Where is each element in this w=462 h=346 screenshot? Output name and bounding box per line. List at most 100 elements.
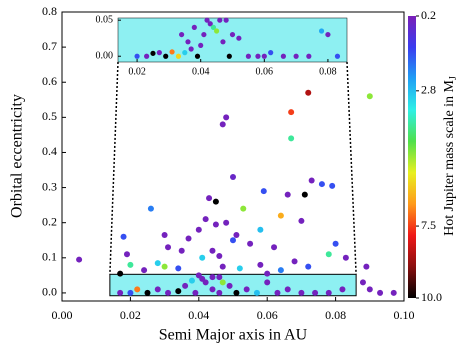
point xyxy=(163,53,169,59)
point xyxy=(219,263,226,270)
point xyxy=(291,258,298,265)
point xyxy=(325,31,331,38)
y-tick-label: 0.6 xyxy=(42,74,57,88)
y-tick-label: 0.4 xyxy=(42,144,57,158)
point xyxy=(219,121,226,128)
colorbar-label: Hot Jupiter mass scale in MJ xyxy=(442,76,459,236)
point xyxy=(236,35,242,41)
point xyxy=(199,275,206,282)
point xyxy=(216,253,223,260)
point xyxy=(182,50,188,56)
point xyxy=(306,53,312,59)
point xyxy=(206,195,213,202)
point xyxy=(325,289,332,296)
y-tick-label: 0.2 xyxy=(42,214,57,228)
point xyxy=(209,247,216,254)
point xyxy=(288,109,295,116)
point xyxy=(230,174,236,181)
point xyxy=(277,267,284,274)
point xyxy=(260,188,267,195)
point xyxy=(301,191,308,198)
point xyxy=(245,53,252,59)
point xyxy=(154,260,161,267)
x-tick-label: 0.04 xyxy=(192,66,210,77)
point xyxy=(212,198,219,205)
point xyxy=(175,265,182,272)
point xyxy=(178,247,185,254)
point xyxy=(188,46,194,52)
point xyxy=(182,282,189,289)
point xyxy=(127,289,134,296)
point xyxy=(179,31,185,38)
point xyxy=(240,205,247,212)
point xyxy=(198,42,204,49)
y-tick-label: 0.8 xyxy=(42,4,57,18)
point xyxy=(274,289,281,296)
point xyxy=(117,270,124,277)
point xyxy=(212,221,219,228)
point xyxy=(312,289,319,296)
x-tick-label: 0.02 xyxy=(120,308,141,322)
point xyxy=(247,240,254,247)
zoom-connector xyxy=(109,61,119,275)
point xyxy=(236,265,243,272)
point xyxy=(325,251,332,258)
point xyxy=(318,28,325,34)
point xyxy=(219,279,226,286)
y-tick-label: 0.5 xyxy=(42,109,57,123)
point xyxy=(144,53,150,59)
point xyxy=(257,226,264,233)
y-tick-label: 0.1 xyxy=(42,250,57,264)
point xyxy=(377,289,384,296)
y-axis-label: Orbital eccentricity xyxy=(9,94,26,218)
y-tick-label: 0.3 xyxy=(42,179,57,193)
point xyxy=(305,89,312,96)
colorbar-tick-label: 2.8 xyxy=(421,83,436,97)
point xyxy=(210,24,217,30)
point xyxy=(76,256,83,263)
point xyxy=(257,261,264,268)
point xyxy=(363,263,370,270)
point xyxy=(207,21,213,27)
point xyxy=(185,235,192,242)
point xyxy=(308,177,315,184)
x-tick-label: 0.06 xyxy=(256,66,274,77)
point xyxy=(277,212,284,219)
point xyxy=(165,289,172,296)
x-tick-label: 0.00 xyxy=(52,308,73,322)
point xyxy=(156,50,162,56)
point xyxy=(154,286,161,293)
point xyxy=(202,216,209,223)
point xyxy=(255,53,261,59)
point xyxy=(185,39,191,45)
point xyxy=(117,289,124,296)
point xyxy=(284,191,291,198)
point xyxy=(169,49,175,55)
point xyxy=(229,31,236,38)
point xyxy=(134,286,141,293)
point xyxy=(233,289,240,296)
colorbar-label-sub: J xyxy=(448,76,459,80)
point xyxy=(144,289,151,296)
point xyxy=(199,254,206,261)
point xyxy=(123,251,130,258)
point xyxy=(390,289,397,296)
point xyxy=(271,244,278,251)
point xyxy=(366,93,373,100)
point xyxy=(120,233,127,240)
point xyxy=(209,286,216,293)
point xyxy=(334,53,341,59)
point xyxy=(230,237,236,244)
point xyxy=(150,50,156,56)
point xyxy=(342,254,349,261)
point xyxy=(264,270,271,277)
x-tick-label: 0.04 xyxy=(188,308,209,322)
zoom-connector xyxy=(346,61,357,275)
point xyxy=(226,282,233,289)
y-tick-label: 0.0 xyxy=(42,285,57,299)
point xyxy=(298,217,305,224)
point xyxy=(175,53,182,59)
point xyxy=(195,226,202,233)
point xyxy=(226,53,232,59)
